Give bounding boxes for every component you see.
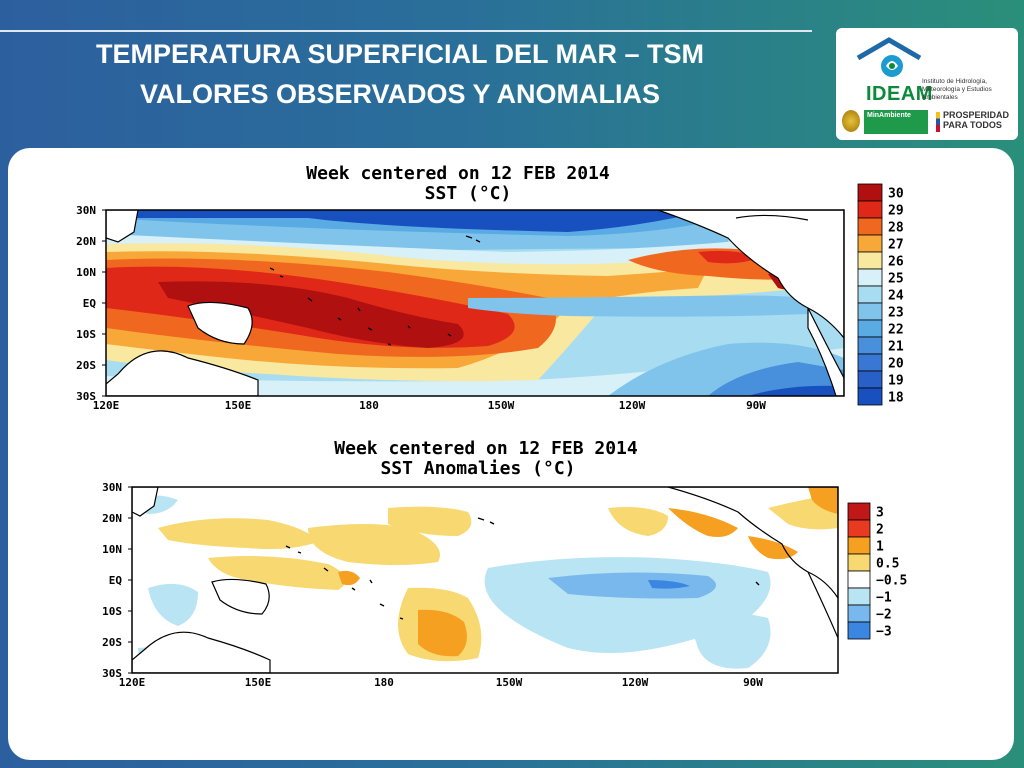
bottom-lon-label: 150E [245,676,272,689]
legend-swatch [857,387,883,406]
top-lon-label: 150W [488,399,515,412]
bottom-lon-label: 120E [119,676,146,689]
slogan-line-2: PARA TODOS [943,120,1002,130]
top-lon-label: 120W [619,399,646,412]
legend-label: 25 [888,271,904,286]
legend-label: 26 [888,254,904,269]
legend-label: 3 [876,505,884,520]
ministry-name: MinAmbiente [867,112,911,119]
bottom-lat-label: 30S [102,667,122,680]
legend-swatch [857,183,883,202]
legend-swatch [847,570,871,589]
top-lat-label: 20S [76,359,96,372]
top-lat-label: EQ [83,297,97,310]
legend-swatch [847,621,871,640]
legend-swatch [857,336,883,355]
legend-swatch [847,519,871,538]
legend-label: −2 [876,607,892,622]
legend-label: 29 [888,203,904,218]
legend-swatch [847,587,871,606]
legend-swatch [857,353,883,372]
legend-label: 21 [888,339,904,354]
legend-swatch [847,553,871,572]
bottom-map-field [132,487,838,673]
slide-title: TEMPERATURA SUPERFICIAL DEL MAR – TSM VA… [40,34,760,114]
legend-label: 1 [876,539,884,554]
sst-maps: Week centered on 12 FEB 2014 SST (°C) [76,163,907,689]
top-lon-label: 120E [93,399,120,412]
slogan-line-1: PROSPERIDAD [943,110,1010,120]
bottom-lon-label: 90W [743,676,763,689]
legend-label: 22 [888,322,904,337]
legend-label: −3 [876,624,892,639]
top-lat-label: 10S [76,328,96,341]
bottom-lat-axis: 30N 20N 10N EQ 10S 20S 30S [102,481,122,680]
legend-label: 27 [888,237,904,252]
legend-swatch [857,285,883,304]
ideam-logo: IDEAM Instituto de Hidrología, Meteorolo… [836,28,1018,140]
bottom-lon-axis: 120E 150E 180 150W 120W 90W [119,676,764,689]
bottom-lat-label: 20S [102,636,122,649]
top-lon-label: 150E [225,399,252,412]
ideam-description: Instituto de Hidrología, Meteorología y … [922,78,992,101]
title-rule [0,30,812,32]
prosperidad-logo: PROSPERIDAD PARA TODOS [936,110,1014,134]
legend-swatch [857,200,883,219]
legend-swatch [847,536,871,555]
legend-swatch [847,502,871,521]
legend-swatch [857,268,883,287]
ministry-badge: MinAmbiente [864,110,928,134]
top-lon-axis: 120E 150E 180 150W 120W 90W [93,399,767,412]
title-line-1: TEMPERATURA SUPERFICIAL DEL MAR – TSM [95,39,705,69]
legend-swatch [857,302,883,321]
legend-swatch [857,251,883,270]
top-lat-axis: 30N 20N 10N EQ 10S 20S 30S [76,204,96,403]
bottom-lat-label: 30N [102,481,122,494]
bottom-lat-label: 20N [102,512,122,525]
top-lat-label: 30S [76,390,96,403]
top-legend: 30 29 28 27 26 25 24 23 22 21 20 19 18 [857,183,904,406]
bottom-legend: 3 2 1 0.5 −0.5 −1 −2 −3 [847,502,907,640]
legend-label: 23 [888,305,904,320]
bottom-lon-label: 150W [496,676,523,689]
bottom-lat-label: 10S [102,605,122,618]
legend-label: 20 [888,356,904,371]
bottom-lat-label: EQ [109,574,123,587]
legend-label: 30 [888,186,904,201]
bottom-map-title-line-1: Week centered on 12 FEB 2014 [334,438,638,459]
bottom-map-title-line-2: SST Anomalies (°C) [380,458,575,479]
top-map-title-line-1: Week centered on 12 FEB 2014 [306,163,610,184]
legend-label: 28 [888,220,904,235]
top-lat-label: 10N [76,266,96,279]
top-lon-label: 90W [746,399,766,412]
legend-label: 0.5 [876,556,899,571]
flag-bars-icon [936,112,940,132]
title-line-2: VALORES OBSERVADOS Y ANOMALIAS [139,79,661,109]
legend-label: 2 [876,522,884,537]
legend-swatch [857,319,883,338]
legend-swatch [857,217,883,236]
legend-label: −0.5 [876,573,907,588]
legend-swatch [857,370,883,389]
content-panel: Week centered on 12 FEB 2014 SST (°C) [8,148,1014,760]
legend-swatch [857,234,883,253]
top-map-field [106,210,844,396]
top-map-title-line-2: SST (°C) [425,183,512,204]
legend-swatch [847,604,871,623]
ideam-house-icon [856,37,922,77]
legend-label: 18 [888,390,904,405]
legend-label: 24 [888,288,904,303]
bottom-lon-label: 120W [622,676,649,689]
colombia-seal-icon [842,110,860,132]
ideam-wordmark: IDEAM [866,83,933,105]
bottom-lat-label: 10N [102,543,122,556]
bottom-lon-label: 180 [374,676,394,689]
top-lat-label: 20N [76,235,96,248]
top-lon-label: 180 [359,399,379,412]
top-lat-label: 30N [76,204,96,217]
legend-label: −1 [876,590,892,605]
legend-label: 19 [888,373,904,388]
